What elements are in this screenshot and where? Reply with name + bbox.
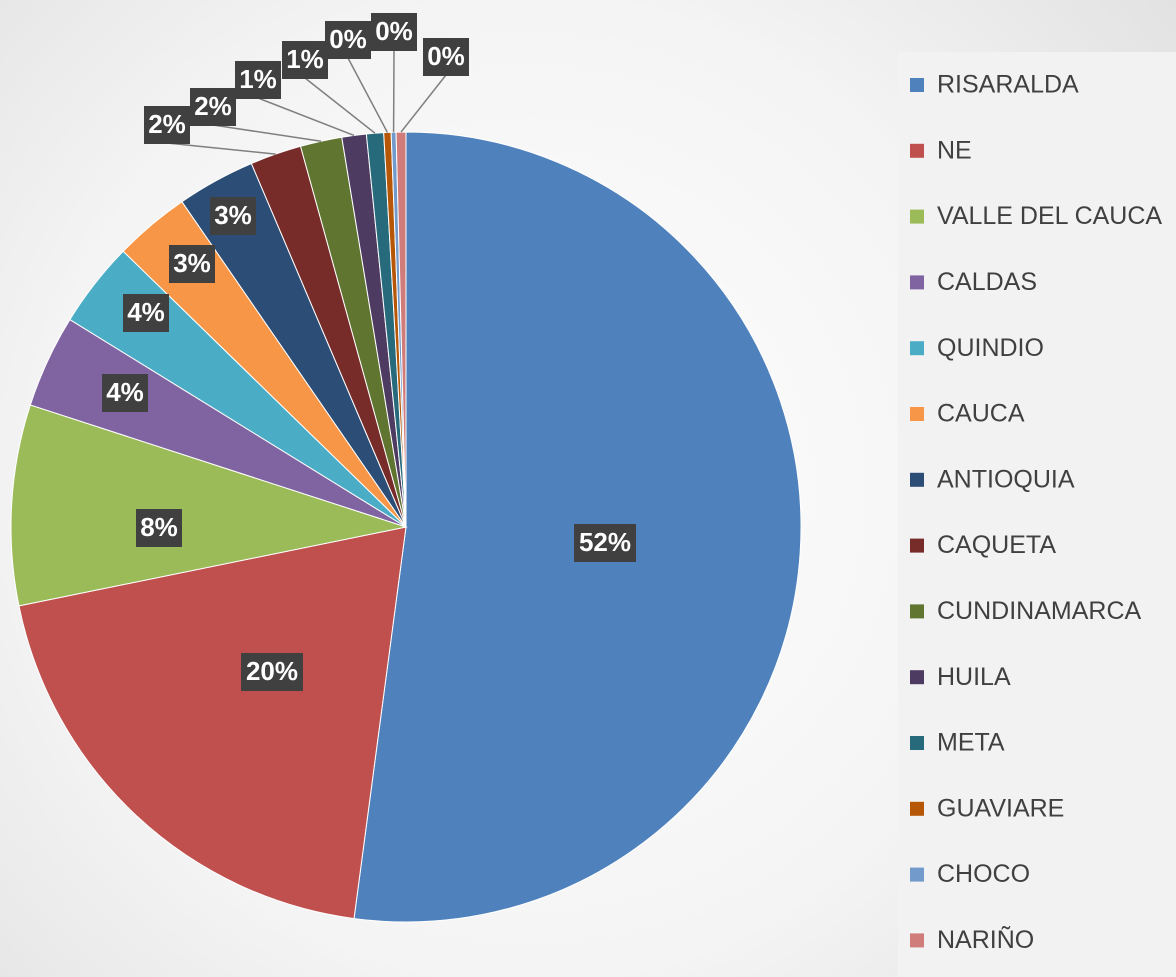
legend-swatch xyxy=(910,472,924,487)
data-label: 2% xyxy=(148,109,186,139)
legend-label: QUINDIO xyxy=(937,334,1044,362)
data-label-box xyxy=(423,38,469,76)
data-label: 3% xyxy=(214,200,252,230)
legend-label: CAUCA xyxy=(937,400,1025,428)
leader-line xyxy=(400,74,447,133)
data-label-box xyxy=(241,653,303,691)
data-label-box xyxy=(123,294,169,332)
legend-label: NE xyxy=(937,136,972,164)
legend-label: NARIÑO xyxy=(937,925,1034,954)
data-label: 52% xyxy=(579,527,631,557)
data-label: 20% xyxy=(246,656,298,686)
legend-swatch xyxy=(910,78,924,92)
legend-swatch xyxy=(910,341,924,356)
legend-swatch xyxy=(910,407,924,421)
data-label-box xyxy=(136,509,182,547)
legend-swatch xyxy=(910,736,924,750)
legend-swatch xyxy=(910,604,924,619)
legend-swatch xyxy=(910,933,924,948)
leader-line xyxy=(304,77,376,134)
data-label: 2% xyxy=(194,91,232,121)
data-label: 8% xyxy=(140,512,178,542)
data-label-box xyxy=(169,245,215,283)
legend-swatch xyxy=(910,801,924,816)
data-label-box xyxy=(102,374,148,412)
leader-line xyxy=(212,124,322,142)
data-label-box xyxy=(144,106,190,144)
legend-label: RISARALDA xyxy=(937,71,1079,99)
pie-slice xyxy=(10,404,408,607)
legend-label: META xyxy=(937,729,1005,757)
data-label: 4% xyxy=(106,377,144,407)
legend-label: CALDAS xyxy=(937,268,1037,296)
data-label: 4% xyxy=(127,297,165,327)
data-label: 0% xyxy=(329,24,367,54)
data-label-box xyxy=(371,13,417,51)
data-label-box xyxy=(190,88,236,126)
legend-label: ANTIOQUIA xyxy=(937,465,1075,493)
legend-label: GUAVIARE xyxy=(937,794,1064,822)
data-label: 1% xyxy=(286,44,324,74)
data-label-box xyxy=(574,524,636,562)
data-label: 0% xyxy=(375,16,413,46)
legend-swatch xyxy=(910,670,924,685)
legend-swatch xyxy=(910,275,924,290)
data-label-box xyxy=(210,197,256,235)
legend-label: HUILA xyxy=(937,663,1011,691)
legend-swatch xyxy=(910,538,924,553)
legend-label: CHOCO xyxy=(937,860,1030,888)
data-label: 3% xyxy=(173,248,211,278)
legend-swatch xyxy=(910,209,924,224)
legend-label: CAQUETA xyxy=(937,531,1056,559)
legend-label: VALLE DEL CAUCA xyxy=(937,202,1162,230)
leader-line xyxy=(166,142,276,155)
data-label-box xyxy=(235,61,281,99)
leader-line xyxy=(257,97,355,137)
data-label: 1% xyxy=(239,64,277,94)
legend-swatch xyxy=(910,143,924,158)
legend-swatch xyxy=(910,867,924,882)
legend-panel xyxy=(898,52,1176,977)
data-label-box xyxy=(282,41,328,79)
leader-line xyxy=(347,57,389,133)
legend-label: CUNDINAMARCA xyxy=(937,597,1142,625)
data-label-box xyxy=(325,21,371,59)
data-label: 0% xyxy=(427,41,465,71)
pie-slice xyxy=(18,526,407,920)
